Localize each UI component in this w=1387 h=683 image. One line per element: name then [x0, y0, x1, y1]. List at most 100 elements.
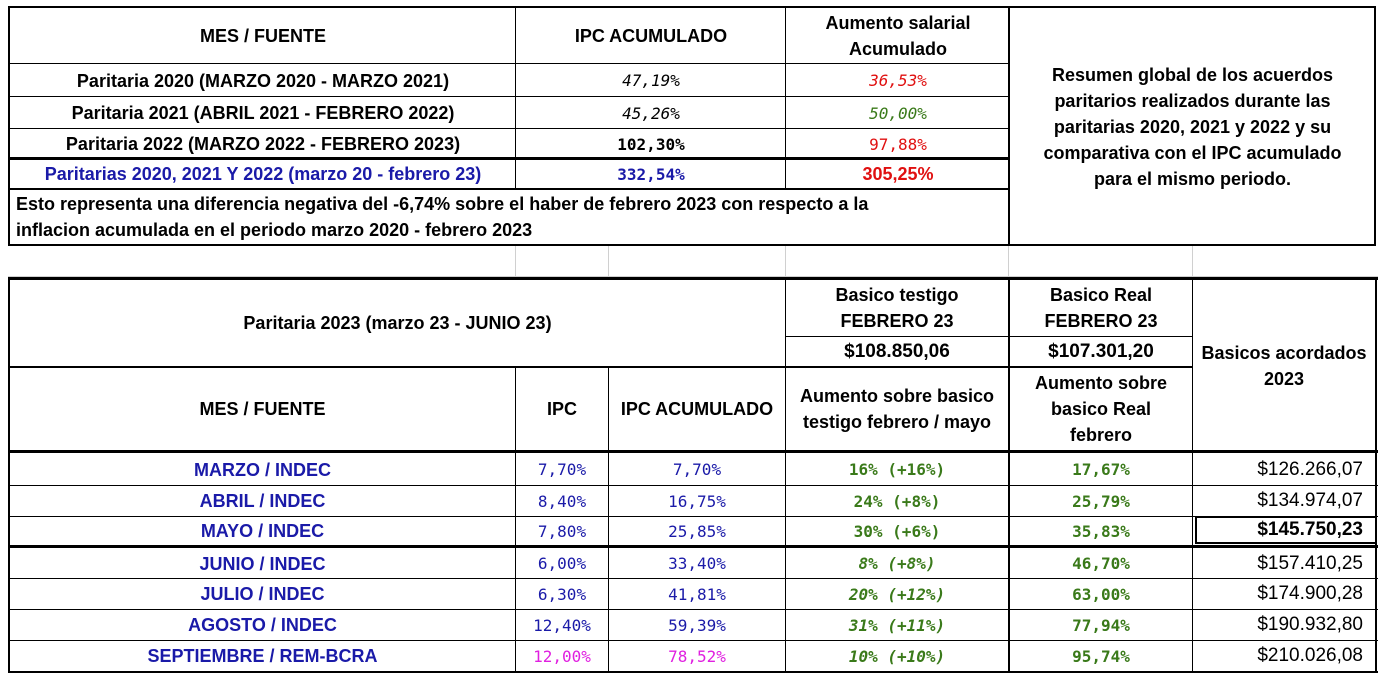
border: [1192, 277, 1193, 673]
col-aumento-testigo-line1: Aumento sobre basico: [799, 385, 995, 406]
summary-line: para el mismo periodo.: [1093, 168, 1292, 189]
col-aumento-real-line2: basico Real: [1050, 398, 1152, 419]
basico-testigo-line1: Basico testigo: [835, 285, 959, 305]
row-total-aumento: 305,25%: [862, 164, 934, 184]
col-aumento-testigo: Aumento sobre basico testigo febrero / m…: [786, 367, 1008, 450]
row-aumento-real: 35,83%: [1072, 521, 1130, 541]
col-aumento-real-line1: Aumento sobre: [1034, 372, 1167, 393]
row-basico: $174.900,28: [1257, 583, 1363, 604]
border: [8, 277, 1378, 280]
row-ipc-acumulado: 25,85%: [668, 521, 726, 541]
row-mes: JULIO / INDEC: [200, 584, 325, 604]
row-ipc-acumulado: 7,70%: [672, 460, 722, 479]
row-ipc: 47,19%: [622, 71, 680, 90]
row-aumento-real: 77,94%: [1072, 615, 1130, 635]
gridline: [8, 276, 1378, 277]
border: [8, 609, 1378, 610]
row-ipc: 7,80%: [537, 521, 587, 541]
border: [8, 578, 1378, 579]
row-aumento: 97,88%: [869, 134, 927, 154]
row-basico: $190.932,80: [1257, 614, 1363, 635]
border: [8, 63, 1010, 64]
row-aumento-testigo: 16% (+16%): [848, 460, 946, 479]
row-ipc-acumulado: 78,52%: [668, 646, 726, 666]
row-aumento-testigo: 31% (+11%): [848, 615, 946, 635]
gridline: [785, 246, 786, 277]
row-mes: MAYO / INDEC: [200, 521, 325, 541]
row-aumento: 36,53%: [869, 71, 927, 90]
col-aumento-testigo-line2: testigo febrero / mayo: [802, 411, 992, 432]
border: [8, 96, 1010, 97]
border: [8, 277, 10, 673]
border: [8, 6, 10, 246]
row-ipc-acumulado: 16,75%: [668, 491, 726, 511]
row-aumento-testigo: 30% (+6%): [853, 521, 941, 541]
border: [8, 128, 1010, 129]
summary-text: Resumen global de los acuerdos paritario…: [1010, 8, 1375, 245]
row-total-ipc: 332,54%: [617, 164, 685, 184]
summary-line: Resumen global de los acuerdos: [1051, 64, 1334, 85]
row-ipc-acumulado: 59,39%: [668, 615, 726, 635]
col-ipc-acumulado: IPC ACUMULADO: [620, 398, 774, 419]
col-ipc: IPC: [546, 398, 577, 419]
row-ipc: 12,00%: [533, 646, 591, 666]
row-ipc-acumulado: 33,40%: [668, 554, 726, 573]
border: [1008, 6, 1010, 246]
gridline: [1192, 246, 1193, 277]
basico-testigo-value: $108.850,06: [844, 340, 950, 362]
border: [8, 485, 1378, 486]
border: [8, 188, 1010, 190]
border: [8, 366, 1192, 368]
row-aumento-testigo: 8% (+8%): [858, 554, 936, 573]
row-mes: SEPTIEMBRE / REM-BCRA: [147, 646, 378, 666]
border: [8, 157, 1010, 160]
border: [8, 244, 1376, 246]
row-label: Paritaria 2020 (MARZO 2020 - MARZO 2021): [76, 70, 450, 91]
table2-title: Paritaria 2023 (marzo 23 - JUNIO 23): [243, 313, 552, 333]
row-mes: AGOSTO / INDEC: [188, 615, 337, 635]
summary-line: comparativa con el IPC acumulado: [1043, 142, 1342, 163]
border: [8, 450, 1378, 453]
row-basico: $210.026,08: [1257, 645, 1363, 666]
row-total-label: Paritarias 2020, 2021 Y 2022 (marzo 20 -…: [44, 164, 482, 184]
basico-real-value: $107.301,20: [1048, 340, 1154, 362]
gridline: [515, 246, 516, 277]
row-label: Paritaria 2022 (MARZO 2022 - FEBRERO 202…: [65, 134, 461, 154]
row-label: Paritaria 2021 (ABRIL 2021 - FEBRERO 202…: [71, 103, 455, 123]
col-mes-fuente: MES / FUENTE: [199, 398, 326, 419]
col-aumento-real: Aumento sobre basico Real febrero: [1010, 367, 1192, 450]
row-mes: MARZO / INDEC: [194, 459, 331, 480]
summary-line: paritarios realizados durante las: [1054, 90, 1331, 111]
row-aumento-testigo: 10% (+10%): [848, 646, 946, 666]
row-aumento: 50,00%: [869, 103, 927, 123]
row-ipc: 45,26%: [622, 103, 680, 123]
basico-real-line2: FEBRERO 23: [1044, 311, 1158, 331]
border: [786, 336, 1192, 337]
row-ipc: 12,40%: [533, 615, 591, 635]
border: [608, 366, 609, 673]
row-basico-highlight: $145.750,23: [1195, 516, 1377, 544]
row-aumento-real: 63,00%: [1072, 584, 1130, 604]
basicos-line1: Basicos acordados: [1201, 343, 1367, 363]
row-ipc: 8,40%: [537, 491, 587, 511]
border: [8, 545, 1378, 548]
header-aumento-line2: Acumulado: [848, 39, 947, 59]
border: [1374, 6, 1376, 246]
row-ipc: 6,00%: [537, 554, 587, 573]
note-line1: Esto representa una diferencia negativa …: [16, 194, 869, 214]
border: [515, 6, 516, 189]
row-aumento-real: 46,70%: [1072, 554, 1130, 573]
header-ipc-acumulado: IPC ACUMULADO: [574, 26, 728, 46]
row-ipc: 102,30%: [617, 134, 685, 154]
row-basico: $134.974,07: [1257, 490, 1363, 511]
basico-testigo-line2: FEBRERO 23: [840, 311, 954, 331]
gridline: [1008, 246, 1009, 277]
border: [1375, 277, 1377, 673]
border: [8, 640, 1378, 641]
border: [515, 366, 516, 673]
border: [1008, 277, 1010, 673]
row-aumento-real: 25,79%: [1072, 491, 1130, 511]
gridline: [608, 246, 609, 277]
header-mes-fuente: MES / FUENTE: [199, 26, 326, 46]
note-line2: inflacion acumulada en el periodo marzo …: [16, 220, 533, 240]
